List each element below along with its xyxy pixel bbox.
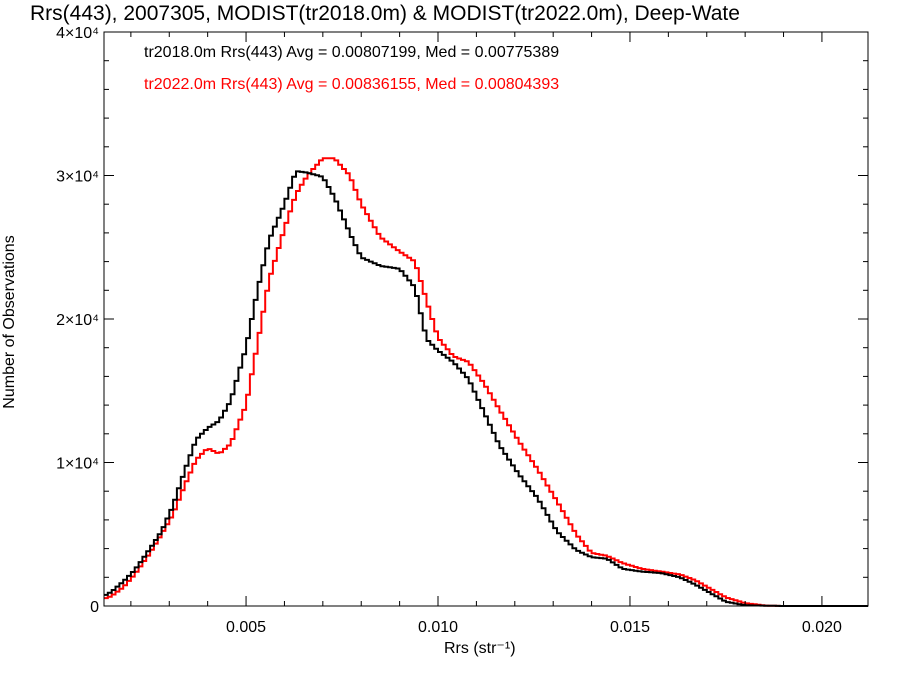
axis-layer: 0.005 0.010 0.015 0.020 0 1×10⁴ 2×10⁴ 3×10⁴ 4×10… bbox=[56, 25, 869, 636]
x-tick-label: 0.015 bbox=[610, 619, 650, 636]
series-line-tr2022 bbox=[104, 157, 868, 607]
y-tick-label: 3×10⁴ bbox=[56, 169, 99, 186]
y-tick-label: 2×10⁴ bbox=[56, 312, 99, 329]
x-axis-label: Rrs (str⁻¹) bbox=[444, 640, 516, 657]
x-tick-label: 0.020 bbox=[802, 619, 842, 636]
legend-entry-tr2018: tr2018.0m Rrs(443) Avg = 0.00807199, Med… bbox=[144, 44, 560, 61]
series-layer bbox=[104, 157, 868, 607]
x-tick-label: 0.010 bbox=[418, 619, 458, 636]
x-tick-label: 0.005 bbox=[226, 619, 266, 636]
chart-title: Rrs(443), 2007305, MODIST(tr2018.0m) & M… bbox=[30, 2, 740, 25]
y-tick-label: 1×10⁴ bbox=[56, 456, 99, 473]
y-tick-label: 0 bbox=[90, 599, 99, 616]
plot-frame bbox=[103, 31, 869, 607]
legend-entry-tr2022: tr2022.0m Rrs(443) Avg = 0.00836155, Med… bbox=[144, 76, 560, 93]
series-line-tr2018 bbox=[104, 170, 868, 607]
y-tick-label: 4×10⁴ bbox=[56, 25, 99, 42]
y-axis-label: Number of Observations bbox=[1, 235, 18, 409]
